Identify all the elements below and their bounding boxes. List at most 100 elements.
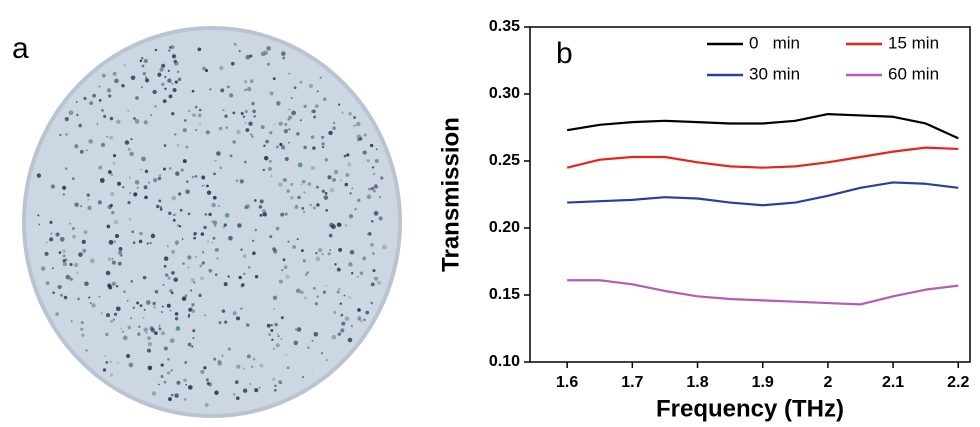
speck: [272, 295, 278, 301]
speck: [193, 236, 197, 240]
speck: [129, 176, 131, 179]
speck: [97, 200, 102, 205]
speck: [62, 185, 67, 190]
speck: [142, 71, 147, 76]
speck: [279, 142, 283, 147]
speck: [168, 211, 172, 216]
speck: [200, 369, 205, 374]
speck: [201, 261, 206, 265]
speck: [163, 264, 167, 268]
speck: [112, 318, 115, 321]
speck: [98, 165, 103, 170]
speck: [160, 374, 164, 379]
speck: [40, 266, 46, 271]
speck: [164, 87, 167, 90]
speck: [167, 78, 172, 83]
speck: [102, 368, 107, 372]
speck: [382, 244, 387, 250]
speck: [75, 101, 78, 103]
speck: [273, 388, 277, 392]
speck: [340, 179, 343, 182]
x-tick-label: 2.2: [947, 374, 969, 391]
speck: [246, 354, 251, 359]
speck: [71, 177, 75, 181]
speck: [146, 348, 151, 353]
speck: [130, 75, 136, 81]
speck: [373, 211, 379, 216]
speck: [366, 194, 372, 199]
speck: [203, 225, 207, 230]
speck: [204, 213, 207, 216]
speck: [240, 307, 243, 310]
speck: [115, 306, 121, 312]
speck: [172, 54, 176, 59]
x-tick-label: 1.6: [556, 374, 578, 391]
speck: [103, 114, 107, 118]
speck: [178, 225, 182, 228]
speck: [127, 147, 131, 151]
speck: [340, 313, 344, 317]
speck: [140, 168, 143, 171]
speck: [273, 123, 276, 126]
speck: [289, 195, 294, 200]
speck: [65, 133, 68, 136]
speck: [120, 254, 123, 257]
speck: [345, 173, 350, 177]
x-tick-label: 2.1: [882, 374, 904, 391]
speck: [76, 113, 79, 117]
speck: [194, 105, 198, 109]
speck: [321, 189, 325, 193]
legend-label: 60 min: [888, 64, 939, 83]
speck: [110, 173, 113, 176]
speck: [266, 62, 270, 66]
speck: [51, 267, 54, 270]
speck: [184, 361, 188, 364]
speck: [370, 301, 374, 305]
speck: [293, 86, 297, 90]
speck: [348, 262, 353, 267]
speck: [201, 184, 204, 187]
speck: [158, 383, 160, 386]
speck: [84, 281, 89, 287]
y-tick-label: 0.35: [489, 18, 520, 35]
speck: [202, 66, 206, 71]
speck: [99, 178, 105, 183]
speck: [65, 274, 71, 280]
speck: [212, 236, 216, 240]
speck: [329, 187, 335, 193]
speck: [134, 119, 140, 124]
speck: [351, 187, 354, 190]
speck: [205, 378, 209, 382]
speck: [272, 247, 277, 252]
speck: [311, 339, 314, 342]
speck: [294, 205, 299, 210]
speck: [328, 130, 333, 136]
speck: [178, 192, 182, 196]
speck: [214, 224, 217, 227]
speck: [147, 181, 150, 184]
speck: [198, 122, 202, 126]
speck: [319, 76, 322, 79]
speck: [142, 275, 147, 280]
speck: [253, 115, 256, 118]
speck: [244, 109, 248, 114]
speck: [237, 223, 242, 228]
speck: [109, 135, 114, 140]
speck: [313, 206, 316, 210]
speck: [190, 278, 195, 282]
speck: [280, 316, 284, 320]
speck: [340, 328, 345, 333]
speck: [152, 177, 158, 183]
speck: [128, 218, 132, 221]
speck: [74, 144, 79, 149]
speck: [191, 345, 194, 348]
speck: [49, 220, 53, 224]
speck: [285, 274, 290, 280]
speck: [343, 154, 347, 158]
speck: [217, 359, 222, 364]
speck: [321, 142, 325, 146]
speck: [325, 209, 329, 212]
speck: [315, 256, 321, 262]
speck: [110, 192, 115, 196]
speck: [240, 112, 244, 115]
